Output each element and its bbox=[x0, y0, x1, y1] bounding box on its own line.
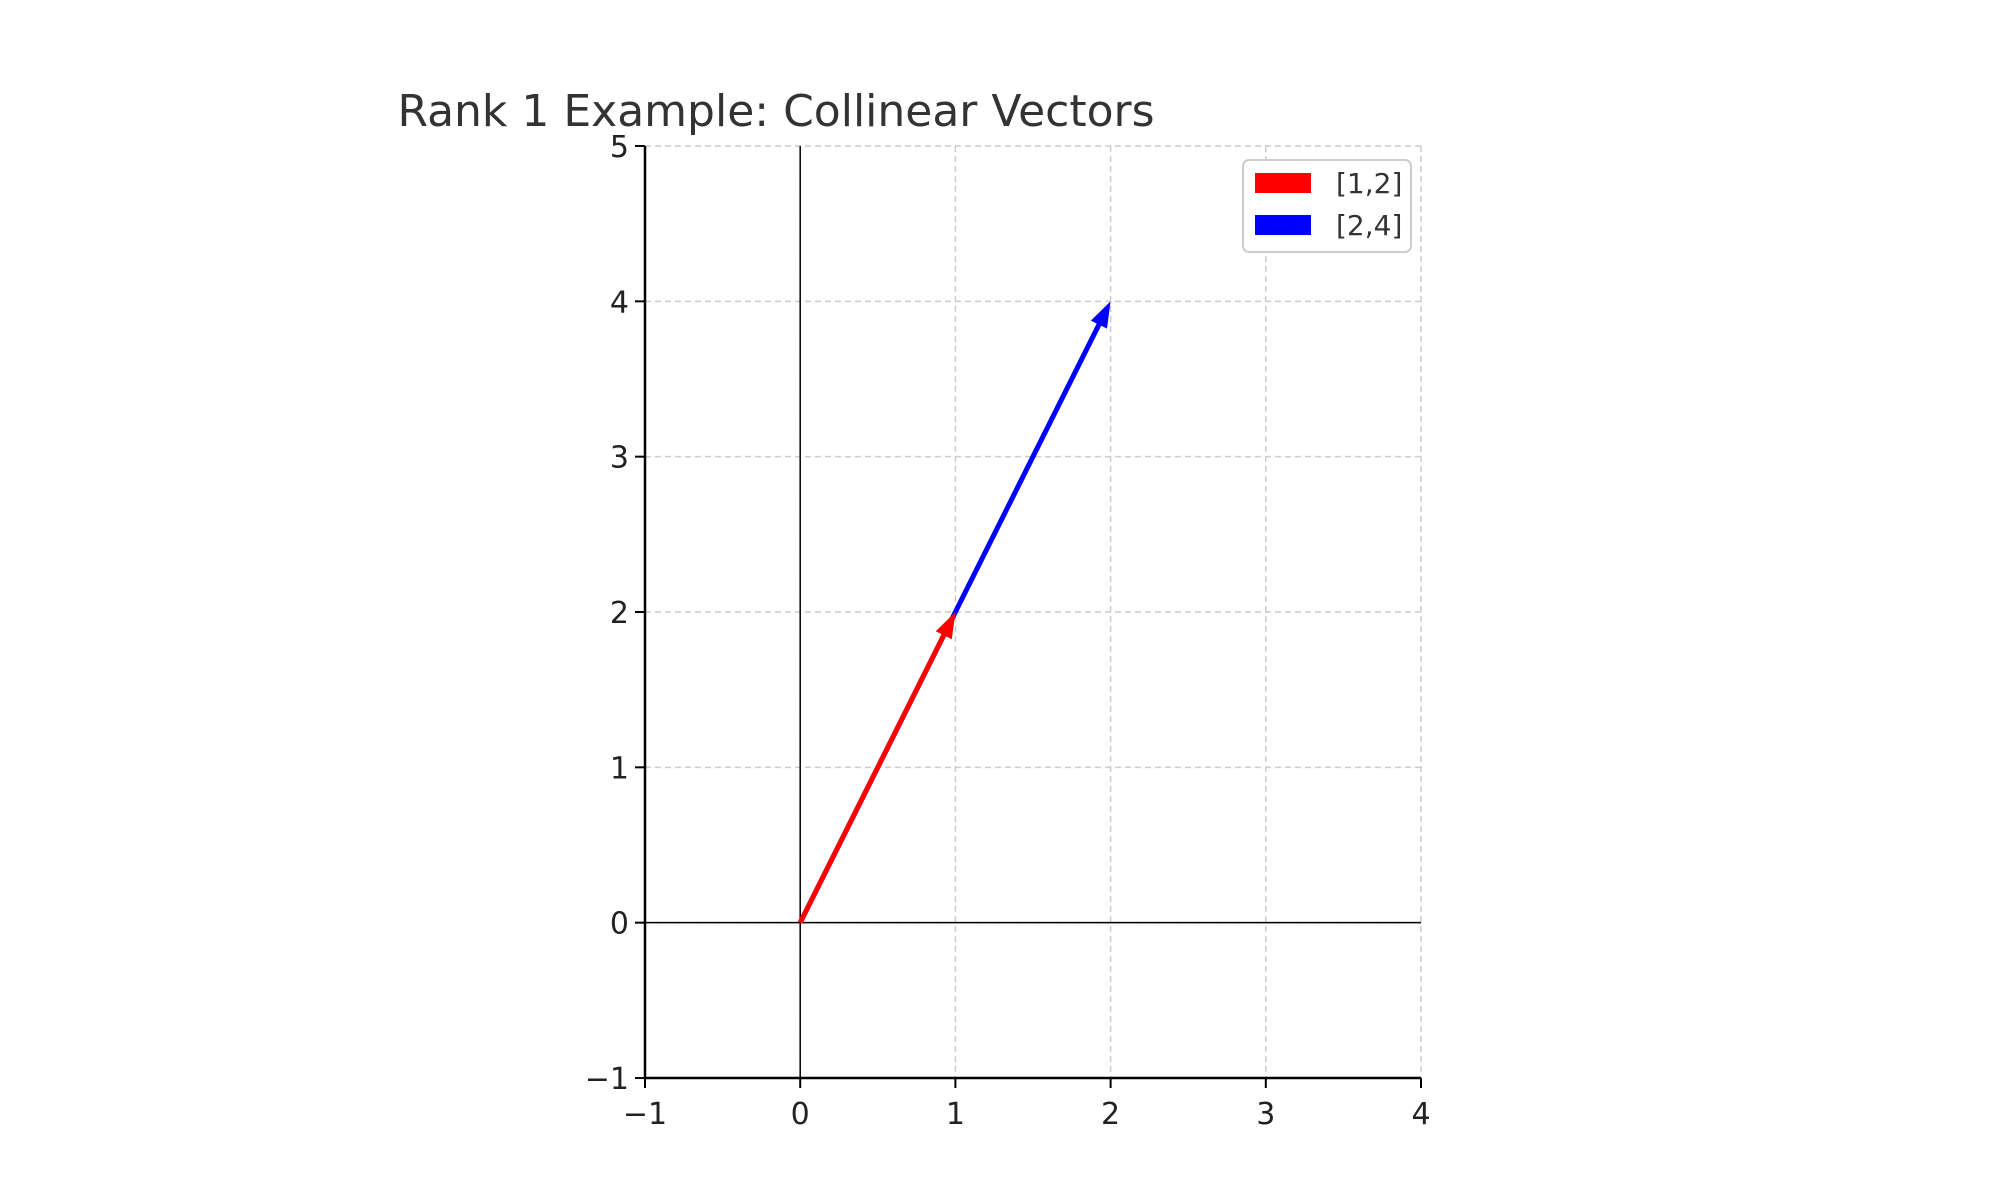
legend-label: [2,4] bbox=[1336, 209, 1402, 242]
legend-swatch bbox=[1255, 173, 1311, 193]
y-tick-label: 1 bbox=[610, 751, 629, 786]
y-tick-label: 2 bbox=[610, 596, 629, 631]
chart-title: Rank 1 Example: Collinear Vectors bbox=[397, 86, 1154, 137]
vectors bbox=[798, 301, 1111, 924]
zero-axis-lines bbox=[645, 146, 1421, 1078]
x-axis-ticks: −1 0 1 2 3 4 bbox=[623, 1078, 1431, 1132]
y-tick-label: 5 bbox=[610, 130, 629, 165]
x-tick-label: 4 bbox=[1411, 1097, 1430, 1132]
x-tick-label: 3 bbox=[1256, 1097, 1275, 1132]
x-tick-label: 2 bbox=[1101, 1097, 1120, 1132]
x-tick-label: −1 bbox=[623, 1097, 667, 1132]
y-tick-label: 0 bbox=[610, 907, 629, 942]
y-tick-label: −1 bbox=[585, 1062, 629, 1097]
x-tick-label: 0 bbox=[791, 1097, 810, 1132]
vector-arrow-2 bbox=[798, 612, 956, 924]
legend-label: [1,2] bbox=[1336, 167, 1402, 200]
y-tick-label: 3 bbox=[610, 441, 629, 476]
y-tick-label: 4 bbox=[610, 285, 629, 320]
legend-swatch bbox=[1255, 215, 1311, 235]
x-tick-label: 1 bbox=[946, 1097, 965, 1132]
legend: [1,2] [2,4] bbox=[1242, 159, 1412, 253]
y-axis-ticks: −1 0 1 2 3 4 5 bbox=[585, 130, 645, 1097]
